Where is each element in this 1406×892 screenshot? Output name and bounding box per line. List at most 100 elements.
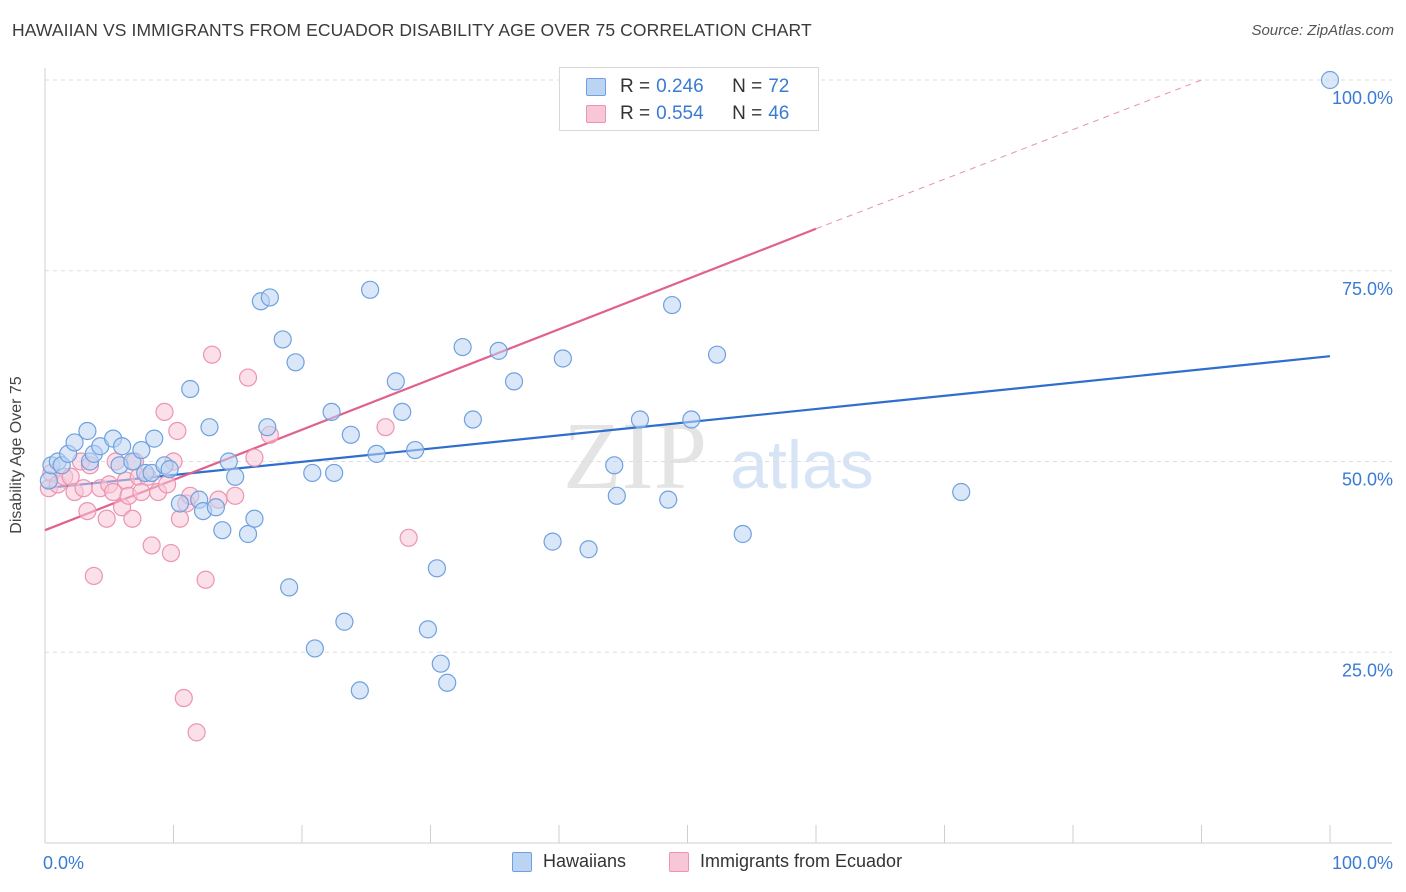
data-point-ecuador bbox=[168, 421, 187, 441]
data-point-hawaiians bbox=[952, 482, 971, 502]
axes bbox=[44, 68, 1392, 844]
data-point-hawaiians bbox=[453, 337, 472, 357]
data-point-ecuador bbox=[238, 368, 258, 387]
data-point-hawaiians bbox=[258, 418, 277, 437]
data-point-ecuador bbox=[123, 509, 142, 528]
data-point-hawaiians bbox=[39, 471, 58, 490]
data-point-hawaiians bbox=[630, 410, 650, 429]
data-point-ecuador bbox=[84, 566, 103, 586]
data-point-ecuador bbox=[399, 528, 418, 547]
data-point-hawaiians bbox=[341, 425, 360, 444]
data-point-ecuador bbox=[170, 509, 190, 528]
hawaiians-swatch bbox=[586, 78, 606, 96]
data-point-hawaiians bbox=[605, 456, 624, 475]
legend-label-hawaiians: Hawaiians bbox=[543, 851, 627, 871]
n-value: 46 bbox=[768, 103, 790, 124]
data-point-hawaiians bbox=[489, 341, 508, 360]
data-point-ecuador bbox=[74, 479, 93, 498]
data-point-ecuador bbox=[174, 688, 193, 708]
data-point-hawaiians bbox=[78, 421, 97, 441]
n-value: 72 bbox=[768, 76, 790, 97]
x-tick-label-max: 100.0% bbox=[1332, 853, 1393, 873]
data-points bbox=[39, 70, 1340, 742]
legend-row-ecuador: R = 0.554 N = 46 bbox=[586, 101, 789, 127]
data-point-ecuador bbox=[245, 448, 264, 467]
x-tick-label-min: 0.0% bbox=[43, 853, 84, 873]
data-point-ecuador bbox=[155, 402, 174, 422]
data-point-hawaiians bbox=[303, 463, 322, 483]
data-point-ecuador bbox=[132, 482, 151, 502]
r-value: 0.554 bbox=[656, 103, 704, 124]
data-point-ecuador bbox=[187, 723, 206, 742]
data-point-hawaiians bbox=[607, 486, 626, 505]
ecuador-swatch bbox=[669, 851, 689, 872]
data-point-hawaiians bbox=[335, 612, 354, 631]
data-point-hawaiians bbox=[707, 345, 727, 364]
data-point-hawaiians bbox=[200, 418, 219, 437]
ecuador-swatch bbox=[586, 105, 606, 123]
data-point-ecuador bbox=[376, 418, 395, 437]
data-point-hawaiians bbox=[504, 372, 524, 391]
legend-item-ecuador[interactable]: Immigrants from Ecuador bbox=[669, 851, 902, 872]
data-point-hawaiians bbox=[226, 467, 245, 486]
data-point-ecuador bbox=[157, 475, 177, 494]
data-point-hawaiians bbox=[361, 280, 380, 299]
chart-title: HAWAIIAN VS IMMIGRANTS FROM ECUADOR DISA… bbox=[12, 20, 812, 40]
correlation-legend: R = 0.246 N = 72 R = 0.554 N = 46 bbox=[559, 67, 819, 131]
data-point-hawaiians bbox=[181, 379, 200, 399]
data-point-hawaiians bbox=[386, 372, 405, 391]
data-point-hawaiians bbox=[112, 437, 132, 456]
tick-labels: 25.0% 50.0% 75.0% 100.0% 0.0% 100.0% bbox=[43, 88, 1393, 873]
data-point-ecuador bbox=[97, 509, 116, 528]
data-point-hawaiians bbox=[65, 433, 84, 452]
data-point-hawaiians bbox=[132, 440, 151, 460]
data-point-ecuador bbox=[202, 345, 222, 364]
data-point-hawaiians bbox=[579, 540, 598, 559]
data-point-hawaiians bbox=[682, 410, 701, 429]
data-point-ecuador bbox=[142, 536, 161, 555]
data-point-hawaiians bbox=[280, 578, 299, 597]
n-label: N = bbox=[732, 103, 763, 124]
legend-row-hawaiians: R = 0.246 N = 72 bbox=[586, 74, 789, 100]
r-value: 0.246 bbox=[656, 76, 704, 97]
y-tick-label: 25.0% bbox=[1342, 660, 1393, 680]
data-point-hawaiians bbox=[350, 681, 369, 700]
y-tick-label: 75.0% bbox=[1342, 279, 1393, 299]
data-point-ecuador bbox=[161, 543, 181, 563]
data-point-hawaiians bbox=[145, 429, 164, 448]
r-label: R = bbox=[620, 76, 651, 97]
data-point-hawaiians bbox=[322, 402, 341, 422]
data-point-hawaiians bbox=[405, 440, 425, 460]
data-point-hawaiians bbox=[393, 402, 412, 422]
data-point-hawaiians bbox=[438, 673, 457, 692]
r-label: R = bbox=[620, 103, 651, 124]
data-point-hawaiians bbox=[245, 509, 264, 528]
data-point-hawaiians bbox=[1320, 70, 1340, 90]
data-point-hawaiians bbox=[273, 330, 292, 349]
source-label: Source: ZipAtlas.com bbox=[1251, 22, 1394, 39]
data-point-ecuador bbox=[196, 570, 215, 589]
data-point-hawaiians bbox=[662, 295, 682, 315]
data-point-hawaiians bbox=[170, 494, 190, 513]
data-point-ecuador bbox=[78, 501, 97, 521]
data-point-hawaiians bbox=[160, 460, 179, 479]
data-point-hawaiians bbox=[733, 524, 752, 544]
series-legend: Hawaiians Immigrants from Ecuador bbox=[0, 851, 1406, 877]
y-tick-label: 100.0% bbox=[1332, 88, 1393, 108]
legend-item-hawaiians[interactable]: Hawaiians bbox=[512, 851, 626, 872]
y-tick-label: 50.0% bbox=[1342, 470, 1393, 490]
data-point-hawaiians bbox=[206, 498, 226, 517]
data-point-ecuador bbox=[226, 486, 245, 505]
data-point-hawaiians bbox=[431, 654, 450, 673]
data-point-hawaiians bbox=[238, 524, 258, 544]
data-point-hawaiians bbox=[418, 620, 438, 639]
data-point-hawaiians bbox=[286, 353, 305, 372]
data-point-hawaiians bbox=[367, 444, 386, 463]
data-point-hawaiians bbox=[213, 521, 232, 540]
data-point-hawaiians bbox=[260, 288, 279, 307]
data-point-hawaiians bbox=[305, 639, 324, 658]
data-point-hawaiians bbox=[219, 452, 238, 471]
gridlines bbox=[45, 79, 1392, 653]
data-point-hawaiians bbox=[325, 463, 344, 483]
